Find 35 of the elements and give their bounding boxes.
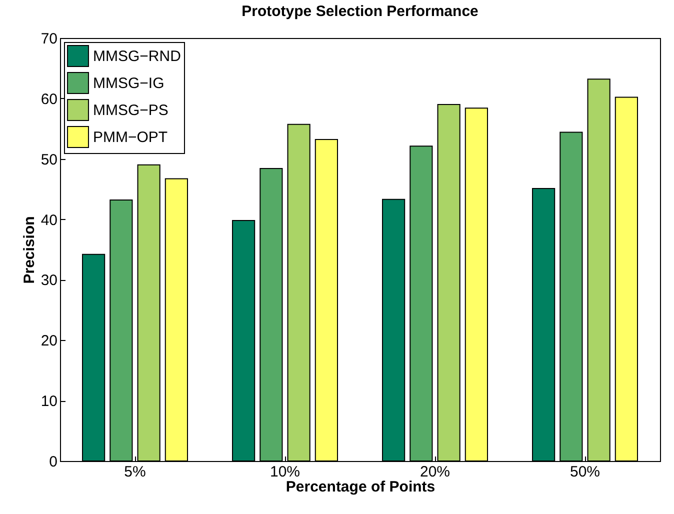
x-tick-label: 10%: [270, 464, 300, 480]
bar: [437, 104, 460, 462]
x-tick-label: 20%: [420, 464, 450, 480]
bar: [410, 146, 433, 462]
bar: [560, 132, 583, 462]
bar: [614, 96, 638, 462]
bar: [137, 164, 160, 462]
x-axis-title: Percentage of Points: [286, 478, 436, 496]
y-tick-label: 30: [40, 272, 58, 290]
bar: [232, 220, 256, 462]
y-tick-label: 50: [40, 151, 58, 168]
x-tick-label: 50%: [570, 464, 600, 480]
bar: [287, 124, 310, 462]
y-tick-label: 10: [40, 393, 58, 410]
y-tick-label: 60: [40, 90, 58, 108]
bar: [587, 78, 610, 462]
bar: [260, 168, 283, 462]
bar: [532, 188, 556, 462]
y-tick-label: 70: [40, 30, 58, 48]
bar: [314, 139, 338, 462]
bar: [382, 198, 406, 462]
y-tick-label: 20: [40, 332, 58, 350]
bar: [82, 254, 106, 462]
x-tick-label: 5%: [124, 464, 146, 480]
legend-label: PMM−OPT: [93, 129, 168, 146]
legend-label: MMSG−RND: [93, 48, 182, 65]
legend-label: MMSG−IG: [93, 75, 164, 92]
y-tick-label: 0: [49, 454, 58, 470]
legend-label: MMSG−PS: [93, 102, 168, 119]
bar: [164, 178, 188, 462]
y-tick-label: 40: [40, 212, 58, 229]
bar: [110, 199, 133, 462]
bar: [464, 108, 488, 462]
chart-title: Prototype Selection Performance: [242, 3, 478, 20]
y-axis-title: Precision: [20, 216, 38, 284]
